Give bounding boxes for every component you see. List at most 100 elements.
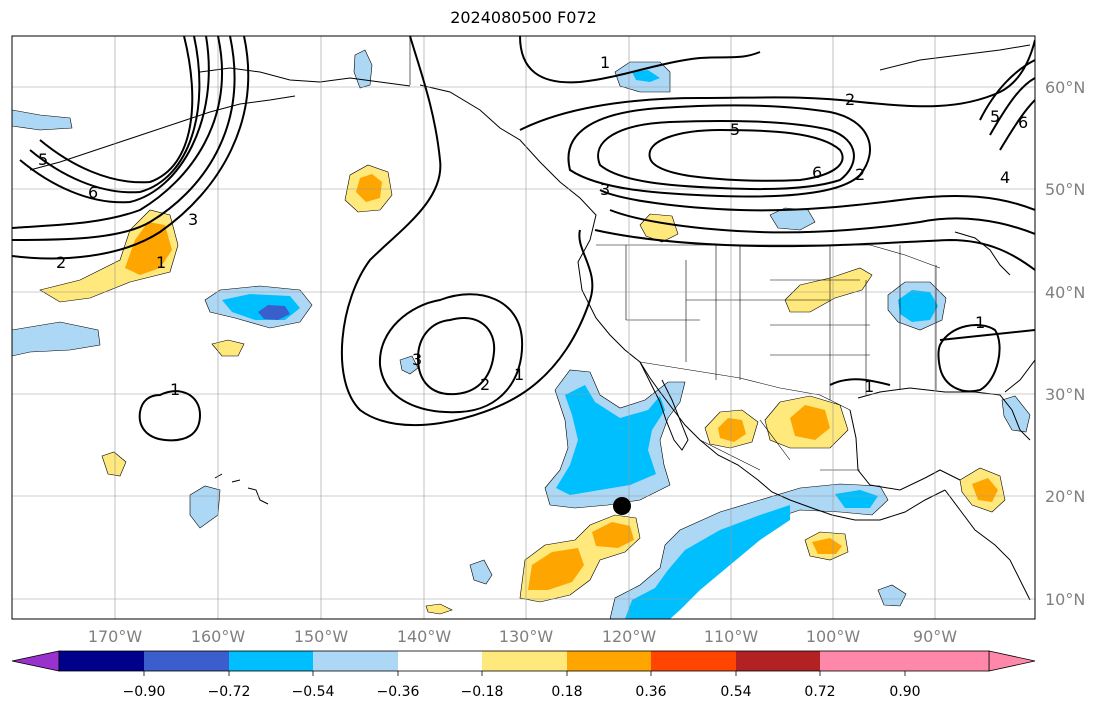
contour-label: 1	[600, 53, 610, 72]
shade-patch	[625, 505, 790, 619]
lon-label: 150°W	[294, 627, 349, 646]
lon-label: 120°W	[602, 627, 657, 646]
political-borders	[409, 36, 941, 471]
shade-patch	[125, 222, 172, 275]
contour-label: 3	[188, 210, 198, 229]
colorbar-tick-label: −0.72	[208, 684, 251, 700]
lat-label: 20°N	[1045, 487, 1085, 506]
colorbar-ticks	[143, 671, 906, 676]
shade-patch	[12, 109, 73, 131]
coastline-gulf-north	[857, 387, 1031, 441]
coastline-gulf	[849, 409, 961, 491]
colorbar-min-extend	[11, 650, 60, 672]
colorbar-frame	[58, 650, 990, 672]
shade-patch	[632, 70, 660, 82]
coastline-aleutians	[29, 95, 296, 171]
contour-line	[378, 293, 524, 414]
coastline-central-america	[944, 489, 1031, 601]
colorbar-tick-label: 0.18	[551, 684, 582, 700]
colorbar-tick-label: −0.18	[461, 684, 504, 700]
contour-line	[599, 189, 1035, 212]
border-us-canada	[596, 244, 941, 269]
coastline-west-na	[419, 84, 946, 521]
contour-label: 2	[480, 375, 490, 394]
contour-label: 1	[514, 365, 524, 384]
coastline-great-lakes	[954, 231, 1011, 276]
shade-patch	[528, 548, 584, 590]
colorbar-segment	[59, 651, 144, 671]
shade-patch	[835, 490, 878, 508]
state-lines	[625, 245, 937, 400]
shade-patch	[784, 267, 873, 313]
lat-label: 30°N	[1045, 385, 1085, 404]
contour-line	[648, 128, 844, 182]
contour-line	[519, 39, 1035, 131]
colorbar-tick-label: −0.54	[292, 684, 335, 700]
contour-label: 6	[812, 163, 822, 182]
contour-label: 3	[412, 350, 422, 369]
colorbar-segment	[313, 651, 398, 671]
shade-patch	[211, 339, 245, 357]
gridlines	[12, 36, 1035, 619]
coastline-ne	[879, 44, 1031, 71]
contour-label-group: 1 2 3 5 6 5 6 3 2 1 5 6 4 2 3 2 1 1 1 1	[38, 53, 1028, 399]
colorbar-segment	[820, 651, 905, 671]
lat-label: 60°N	[1045, 78, 1085, 97]
contour-label: 4	[1000, 168, 1010, 187]
contour-label: 2	[855, 165, 865, 184]
colorbar-tick-label: 0.72	[804, 684, 835, 700]
contour-label: 6	[88, 183, 98, 202]
contour-line	[416, 317, 496, 396]
contour-label: 2	[845, 90, 855, 109]
contour-label: 5	[730, 120, 740, 139]
shade-patch	[469, 559, 493, 585]
coastline-alaska	[199, 67, 411, 87]
contour-line	[597, 119, 855, 191]
contour-line	[979, 59, 1035, 121]
map-title: 2024080500 F072	[450, 8, 597, 27]
contour-line	[340, 36, 594, 427]
contour-line	[609, 209, 1035, 235]
storm-center-marker	[613, 497, 631, 515]
contour-line	[567, 104, 871, 198]
shade-patch	[1001, 395, 1031, 433]
longitude-labels: 170°W 160°W 150°W 140°W 130°W 120°W 110°…	[88, 627, 957, 646]
shade-patch	[718, 418, 746, 442]
shade-patch	[189, 485, 221, 529]
contour-line	[19, 36, 210, 204]
shade-patch	[592, 522, 634, 548]
contour-line	[138, 390, 202, 442]
colorbar-segment	[905, 651, 989, 671]
map-frame	[11, 35, 1036, 620]
colorbar-segment	[229, 651, 313, 671]
contour-line	[519, 36, 761, 84]
lon-label: 130°W	[499, 627, 554, 646]
contour-label: 1	[170, 380, 180, 399]
shade-patch	[877, 584, 907, 607]
shade-patch	[790, 405, 830, 440]
colorbar: −0.90 −0.72 −0.54 −0.36 −0.18 0.18 0.36 …	[11, 650, 1036, 700]
shade-patch	[769, 207, 816, 231]
lon-label: 170°W	[88, 627, 143, 646]
contour-label: 5	[990, 107, 1000, 126]
contour-label: 2	[56, 253, 66, 272]
colorbar-segment	[144, 651, 229, 671]
coastline-hawaii	[214, 473, 269, 505]
colorbar-tick-labels: −0.90 −0.72 −0.54 −0.36 −0.18 0.18 0.36 …	[123, 684, 921, 700]
contour-label: 3	[600, 180, 610, 199]
colorbar-tick-label: 0.36	[635, 684, 666, 700]
colorbar-segment	[651, 651, 736, 671]
lon-label: 90°W	[913, 627, 957, 646]
lon-label: 100°W	[806, 627, 861, 646]
contour-label: 1	[975, 313, 985, 332]
contour-label: 6	[1018, 113, 1028, 132]
contours	[12, 36, 1035, 442]
lon-label: 110°W	[704, 627, 759, 646]
contour-line	[39, 36, 194, 184]
contour-label: 1	[156, 253, 166, 272]
anomaly-shading	[12, 49, 1031, 619]
lat-label: 50°N	[1045, 180, 1085, 199]
contour-label: 5	[38, 150, 48, 169]
latitude-labels: 60°N 50°N 40°N 30°N 20°N 10°N	[1045, 78, 1085, 609]
contour-line	[829, 378, 891, 386]
